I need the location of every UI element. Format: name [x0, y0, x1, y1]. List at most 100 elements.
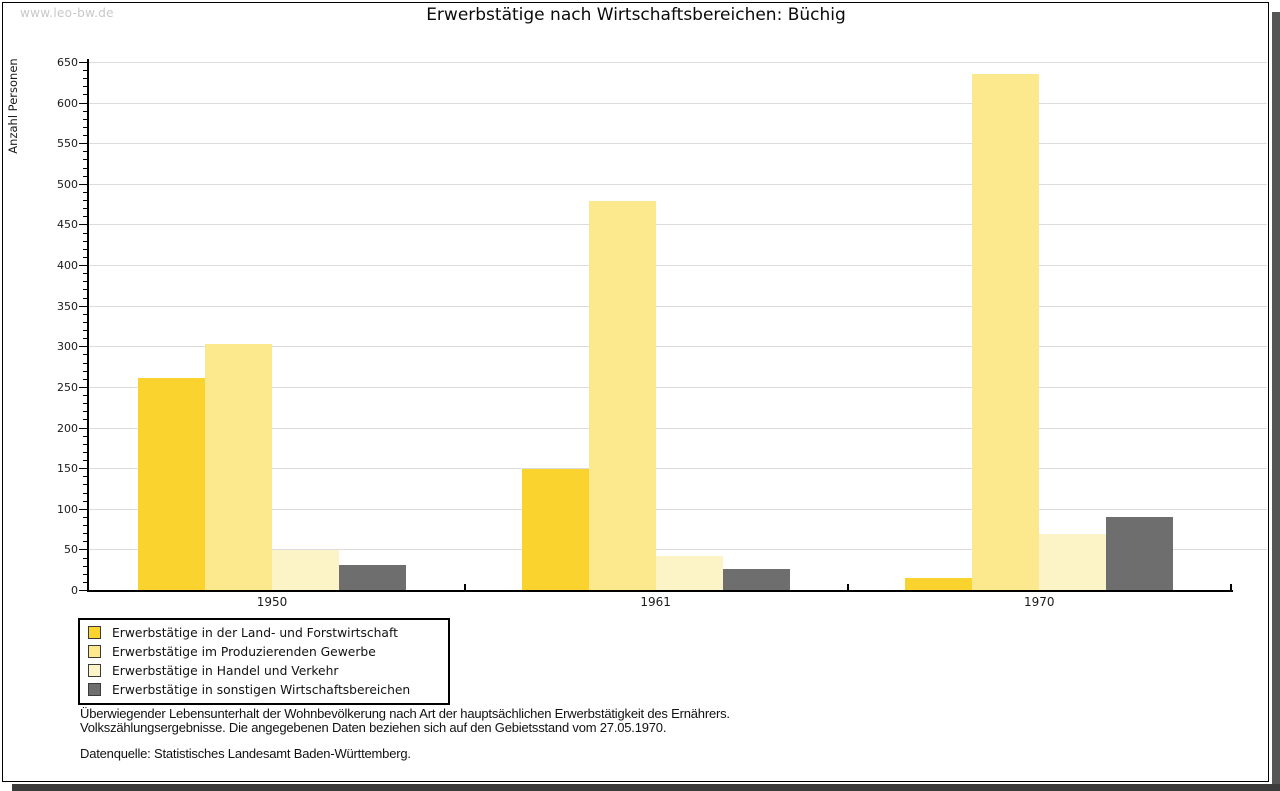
legend-label: Erwerbstätige in der Land- und Forstwirt…: [112, 625, 398, 640]
watermark-url: www.leo-bw.de: [20, 6, 114, 20]
page-drop-shadow-right: [1272, 12, 1280, 791]
y-minor-tick: [83, 240, 87, 242]
y-minor-tick: [83, 159, 87, 161]
x-boundary-tick: [1229, 583, 1232, 590]
bar-1970-series-4: [1106, 516, 1174, 591]
bar-1950-series-2: [205, 344, 272, 591]
y-tick-label: 600: [57, 96, 78, 110]
y-tick-label: 450: [57, 218, 78, 232]
y-tick-label: 200: [57, 421, 78, 435]
y-minor-tick: [83, 330, 87, 332]
x-category-label: 1950: [256, 595, 288, 609]
legend-label: Erwerbstätige im Produzierenden Gewerbe: [112, 644, 376, 659]
y-minor-tick: [83, 110, 87, 112]
x-category-label: 1970: [1024, 595, 1055, 609]
x-boundary-tick: [463, 583, 466, 590]
y-minor-tick: [83, 118, 87, 120]
legend-label: Erwerbstätige in Handel und Verkehr: [112, 663, 339, 678]
y-tick-label: 300: [57, 340, 78, 354]
y-minor-tick: [83, 378, 87, 380]
bar-1950-series-4: [339, 565, 406, 591]
chart-title: Erwerbstätige nach Wirtschaftsbereichen:…: [426, 5, 846, 25]
y-minor-tick: [83, 135, 87, 137]
y-minor-tick: [83, 541, 87, 543]
footnote-source: Datenquelle: Statistisches Landesamt Bad…: [80, 746, 411, 761]
y-minor-tick: [83, 289, 87, 291]
y-minor-tick: [83, 476, 87, 478]
grid-line: [88, 143, 1267, 145]
y-tick-label: 650: [57, 56, 78, 69]
bar-1970-series-2: [972, 73, 1040, 591]
y-minor-tick: [83, 370, 87, 372]
y-major-tick: [79, 183, 87, 185]
y-tick-label: 500: [57, 177, 78, 191]
y-minor-tick: [83, 216, 87, 218]
y-tick-label: 50: [64, 543, 78, 557]
y-minor-tick: [83, 232, 87, 234]
y-minor-tick: [83, 256, 87, 258]
y-minor-tick: [83, 191, 87, 193]
legend-color-swatch-icon: [88, 626, 101, 639]
y-minor-tick: [83, 492, 87, 494]
y-tick-label: 100: [57, 502, 78, 516]
y-major-tick: [79, 102, 87, 104]
y-minor-tick: [83, 126, 87, 128]
y-tick-label: 350: [57, 299, 78, 313]
y-major-tick: [79, 468, 87, 470]
y-minor-tick: [83, 403, 87, 405]
y-minor-tick: [83, 78, 87, 80]
y-minor-tick: [83, 86, 87, 88]
y-minor-tick: [83, 281, 87, 283]
legend-color-swatch-icon: [88, 664, 101, 677]
y-minor-tick: [83, 200, 87, 202]
y-major-tick: [79, 305, 87, 307]
grid-line: [88, 62, 1267, 63]
y-tick-label: 0: [71, 584, 78, 597]
bar-1950-series-3: [272, 549, 339, 591]
y-minor-tick: [83, 557, 87, 559]
x-axis-line: [86, 589, 1233, 592]
y-major-tick: [79, 590, 87, 591]
grid-line: [88, 224, 1267, 226]
y-tick-label: 550: [57, 137, 78, 151]
y-minor-tick: [83, 516, 87, 518]
y-minor-tick: [83, 460, 87, 462]
y-minor-tick: [83, 175, 87, 177]
y-axis-line: [86, 59, 89, 592]
y-minor-tick: [83, 248, 87, 250]
y-minor-tick: [83, 70, 87, 72]
y-minor-tick: [83, 484, 87, 486]
y-minor-tick: [83, 451, 87, 453]
y-minor-tick: [83, 273, 87, 275]
legend-label: Erwerbstätige in sonstigen Wirtschaftsbe…: [112, 682, 411, 697]
y-minor-tick: [83, 419, 87, 421]
y-tick-label: 250: [57, 380, 78, 394]
bar-1950-series-1: [138, 377, 205, 591]
bar-1961-series-1: [521, 468, 589, 591]
y-minor-tick: [83, 573, 87, 575]
y-minor-tick: [83, 354, 87, 356]
bar-1961-series-3: [655, 555, 723, 591]
y-minor-tick: [83, 525, 87, 526]
bar-1961-series-2: [588, 200, 656, 591]
legend-item-1: Erwerbstätige in der Land- und Forstwirt…: [86, 623, 442, 642]
bar-1961-series-4: [722, 569, 790, 591]
grid-line: [88, 265, 1267, 267]
y-minor-tick: [83, 94, 87, 96]
y-major-tick: [79, 143, 87, 145]
legend-item-2: Erwerbstätige im Produzierenden Gewerbe: [86, 642, 442, 661]
y-minor-tick: [83, 565, 87, 567]
grid-line: [88, 183, 1267, 185]
grid-line: [88, 346, 1267, 348]
y-minor-tick: [83, 362, 87, 364]
grid-line: [88, 305, 1267, 307]
y-major-tick: [79, 224, 87, 226]
y-major-tick: [79, 346, 87, 348]
y-major-tick: [79, 265, 87, 267]
footnote-line-1: Überwiegender Lebensunterhalt der Wohnbe…: [80, 706, 730, 721]
y-major-tick: [79, 549, 87, 551]
bar-1970-series-3: [1039, 534, 1107, 591]
y-minor-tick: [83, 151, 87, 153]
